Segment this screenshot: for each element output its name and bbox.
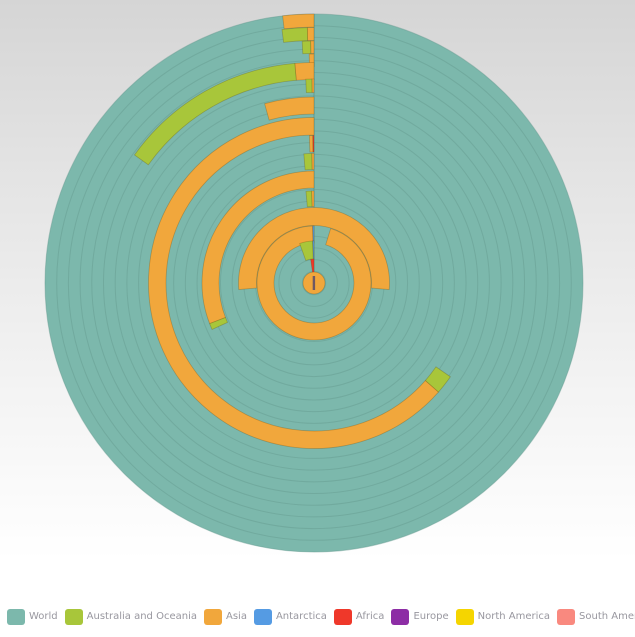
legend-label: Europe bbox=[413, 611, 449, 622]
center-pointer bbox=[312, 276, 316, 290]
legend-label: Asia bbox=[225, 611, 247, 622]
chart-arc-australia-and-oceania[interactable] bbox=[305, 78, 313, 94]
legend-item-europe[interactable]: Europe bbox=[391, 608, 449, 626]
legend-label: South America bbox=[579, 611, 635, 622]
legend-item-north-america[interactable]: North America bbox=[455, 608, 551, 626]
legend-swatch-icon bbox=[64, 609, 83, 625]
legend-label: World bbox=[29, 611, 58, 622]
legend: World Australia and Oceania Asia Antarctica… bbox=[7, 608, 635, 626]
legend-label: Africa bbox=[355, 611, 385, 622]
chart-arc-asia[interactable] bbox=[308, 135, 314, 153]
legend-label: Australia and Oceania bbox=[86, 611, 197, 622]
chart-arc-asia[interactable] bbox=[294, 62, 315, 81]
legend-item-antarctica[interactable]: Antarctica bbox=[253, 608, 327, 626]
legend-swatch-icon bbox=[333, 609, 352, 625]
chart-arc-australia-and-oceania[interactable] bbox=[424, 366, 451, 393]
chart-arc-australia-and-oceania[interactable] bbox=[305, 190, 313, 208]
legend-swatch-icon bbox=[203, 609, 222, 625]
legend-swatch-icon bbox=[7, 609, 25, 625]
chart-arc-asia[interactable] bbox=[282, 13, 315, 30]
legend-item-australia-and-oceania[interactable]: Australia and Oceania bbox=[64, 608, 197, 626]
legend-swatch-icon bbox=[253, 609, 272, 625]
legend-swatch-icon bbox=[455, 609, 474, 625]
chart-arc-asia[interactable] bbox=[256, 225, 372, 341]
legend-swatch-icon bbox=[391, 609, 410, 625]
chart-arc-asia[interactable] bbox=[238, 207, 390, 291]
chart-arc-australia-and-oceania[interactable] bbox=[281, 27, 309, 43]
legend-label: Antarctica bbox=[275, 611, 327, 622]
legend-item-africa[interactable]: Africa bbox=[333, 608, 385, 626]
legend-item-asia[interactable]: Asia bbox=[203, 608, 247, 626]
chart-arc-australia-and-oceania[interactable] bbox=[303, 153, 313, 171]
chart-arc-australia-and-oceania[interactable] bbox=[209, 316, 229, 330]
chart-arc-australia-and-oceania[interactable] bbox=[301, 40, 312, 55]
chart-arc-asia[interactable] bbox=[306, 27, 315, 41]
chart-arc-asia[interactable] bbox=[264, 96, 315, 121]
legend-item-south-america[interactable]: South America bbox=[557, 608, 635, 626]
legend-item-world[interactable]: World bbox=[7, 608, 58, 626]
chart-arc-asia[interactable] bbox=[148, 117, 440, 449]
legend-label: North America bbox=[477, 611, 551, 622]
chart-arc-australia-and-oceania[interactable] bbox=[133, 62, 297, 166]
legend-swatch-icon bbox=[557, 609, 576, 625]
